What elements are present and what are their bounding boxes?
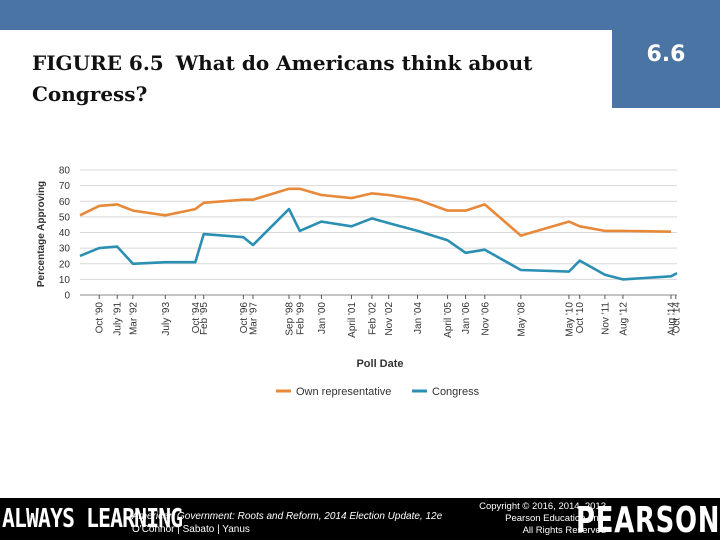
x-tick-label: July '91 [113,302,124,336]
y-tick-label: 30 [59,244,71,255]
x-tick-label: Oct '90 [95,302,106,334]
x-tick-label: Jan '00 [317,302,328,334]
axes: 0 10 20 30 40 50 60 70 80 Oct '90 July '91 Mar '92 J… [59,166,682,338]
copyright-line-1: Copyright © 2016, 2014, 2013 [479,501,606,512]
x-tick-label: Jan '04 [413,302,424,334]
series-line-congress [79,207,678,281]
gridlines [80,169,677,296]
pearson-logo: PEARSON [575,500,720,541]
y-tick-label: 60 [59,197,71,208]
x-tick-label: Aug '14 [666,302,677,336]
copyright-line-2: Pearson Education, Inc. [505,513,606,524]
x-tick-label: April '05 [443,302,454,338]
copyright-line-3: All Rights Reserved [522,525,606,536]
x-tick-label: Jan '06 [461,302,472,334]
figure-label: FIGURE 6.5 [32,51,164,75]
book-title: American Government: Roots and Reform, 2… [132,511,443,522]
x-axis-label: Poll Date [356,358,403,370]
y-tick-label: 40 [59,228,71,239]
x-tick-label: Feb '99 [295,302,306,335]
legend-label: Congress [432,386,480,398]
approval-line-chart: 0 10 20 30 40 50 60 70 80 Oct '90 July '91 Mar '92 J… [36,166,682,399]
y-tick-label: 80 [59,166,71,177]
book-info: American Government: Roots and Reform, 2… [132,510,442,536]
x-tick-label: Oct '96 [239,302,250,334]
x-tick-label: July '93 [161,302,172,336]
footer-bar: ALWAYS LEARNING American Government: Roo… [0,498,720,541]
x-tick-label: Oct '94 [191,302,202,334]
y-tick-label: 70 [59,181,71,192]
series-line-own-representative [79,187,672,237]
x-tick-label: April '01 [347,302,358,338]
series-lines [79,187,678,281]
x-tick-label: Mar '92 [128,302,139,335]
header-band [0,0,720,30]
x-tick-label: Feb '02 [367,302,378,335]
always-learning-logo: ALWAYS LEARNING [2,504,183,534]
legend: Own representative Congress [276,386,480,398]
book-authors: O'Connor | Sabato | Yanus [132,524,250,535]
x-tick-label: Oct '14 [671,302,682,334]
x-tick-label: Aug '12 [618,302,629,336]
page-title: FIGURE 6.5 What do Americans think about … [32,48,592,110]
y-axis-label: Percentage Approving [36,181,47,287]
x-tick-label: Nov '06 [480,302,491,336]
y-tick-label: 10 [59,275,71,286]
y-tick-label: 20 [59,259,71,270]
x-tick-label: Sep '98 [285,302,296,336]
x-tick-label: Nov '02 [384,302,395,336]
slide-number-badge: 6.6 [612,0,720,108]
x-tick-label: May '10 [564,302,575,337]
x-tick-label: Feb '95 [199,302,210,335]
y-tick-label: 0 [64,291,70,302]
legend-label: Own representative [296,386,391,398]
x-tick-label: Oct '10 [575,302,586,334]
copyright-notice: Copyright © 2016, 2014, 2013 Pearson Edu… [479,501,606,537]
figure-title-text: What do Americans think about Congress? [32,51,533,106]
y-tick-label: 50 [59,212,71,223]
x-tick-label: May '08 [516,302,527,337]
x-tick-label: Mar '97 [248,302,259,335]
x-tick-label: Nov '11 [600,302,611,335]
